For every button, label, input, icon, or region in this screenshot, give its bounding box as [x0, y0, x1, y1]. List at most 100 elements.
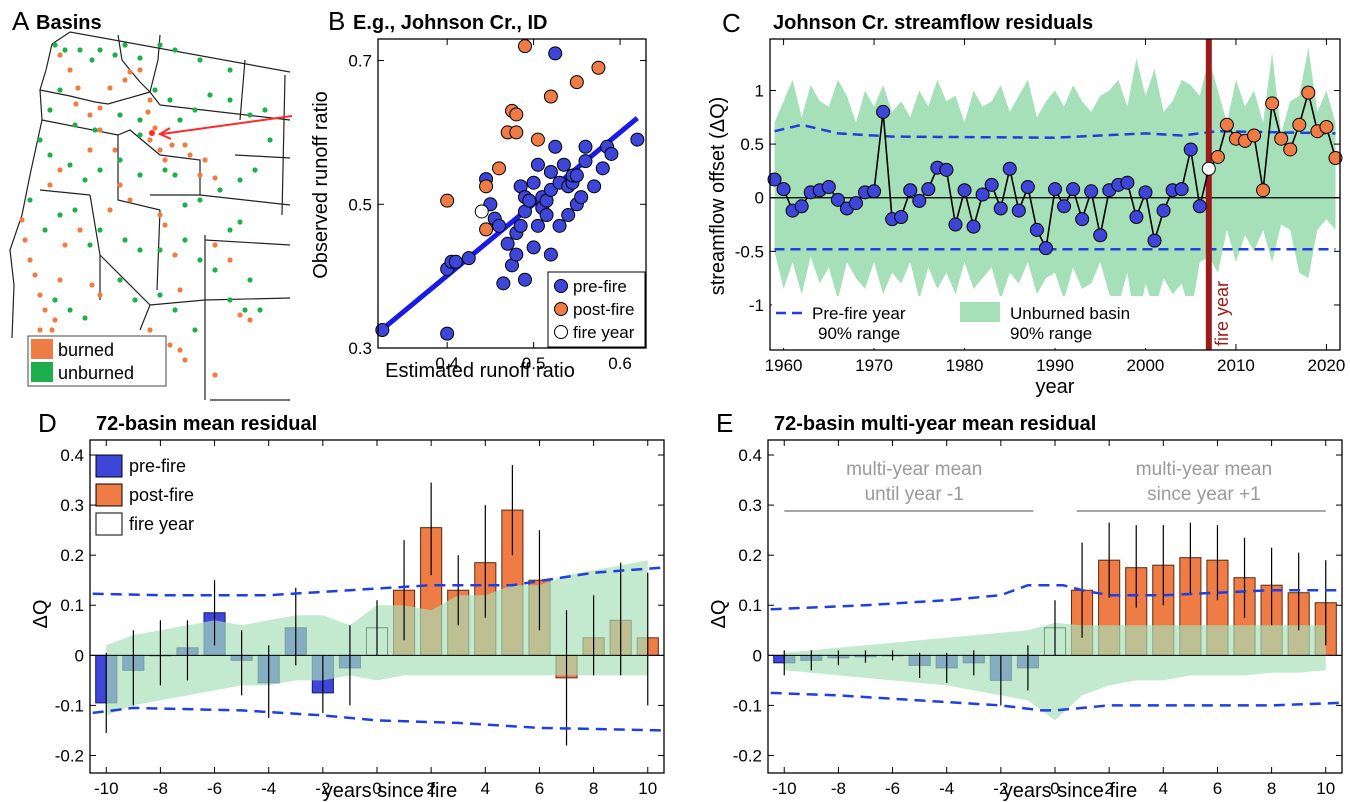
- panel-c-ytick-label: 0.5: [740, 135, 764, 154]
- unburned-basin-dot: [137, 172, 143, 178]
- panel-e: E 72-basin multi-year mean residual -10-…: [708, 408, 1343, 802]
- scatter-point-pre-fire: [578, 139, 593, 154]
- residual-point: [1084, 184, 1099, 199]
- burned-basin-dot: [172, 252, 178, 258]
- burned-basin-dot: [22, 237, 28, 243]
- panel-e-xtick-label: 4: [1159, 779, 1168, 798]
- panel-e-title: 72-basin multi-year mean residual: [774, 413, 1096, 435]
- panel-b-legend-marker: [554, 279, 568, 293]
- unburned-basin-dot: [27, 197, 33, 203]
- basin-dots: [19, 42, 273, 378]
- scatter-point-pre-fire: [548, 139, 563, 154]
- unburned-basin-dot: [192, 107, 198, 113]
- unburned-basin-dot: [77, 47, 83, 53]
- panel-b: B E.g., Johnson Cr., ID 0.4 0.5 0.60.30.50…: [310, 6, 647, 382]
- residual-point: [1002, 161, 1017, 176]
- unburned-basin-dot: [172, 307, 178, 313]
- panel-b-ytick-label: 0.5: [348, 195, 372, 214]
- residual-point: [767, 172, 782, 187]
- unburned-basin-dot: [217, 187, 223, 193]
- panel-b-legend-marker: [554, 325, 568, 339]
- map-border: [117, 135, 161, 211]
- residual-point: [1075, 212, 1090, 227]
- panel-d-xtick-label: -2: [315, 779, 330, 798]
- map-border: [51, 31, 291, 73]
- unburned-basin-dot: [97, 227, 103, 233]
- burned-basin-dot: [162, 222, 168, 228]
- burned-basin-dot: [89, 282, 95, 288]
- panel-d-legend-swatch: [95, 483, 123, 507]
- map-border: [149, 297, 291, 306]
- panel-e-xtick-label: -2: [993, 779, 1008, 798]
- residual-point: [1066, 182, 1081, 197]
- panel-b-ytick-label: 0.3: [348, 339, 372, 358]
- map-border: [204, 239, 291, 246]
- panel-e-ytick-label: 0.1: [738, 596, 762, 615]
- scatter-point-pre-fire: [461, 251, 476, 266]
- panel-e-xtick-label: 6: [1213, 779, 1222, 798]
- scatter-point-post-fire: [509, 125, 524, 140]
- panel-e-plot: -10 -8 -6 -4 -2 0 2 4 6 8 10 -0.2 -0.1 0 0.1 0.2 0.3 0.4 m…: [733, 439, 1343, 798]
- burned-basin-dot: [75, 85, 81, 91]
- panel-b-plot: 0.4 0.5 0.6 0.3 0.5 0.7 pre-fire post-fire fire …: [348, 38, 647, 373]
- panel-e-ytick-label: 0: [753, 646, 762, 665]
- unburned-basin-dot: [247, 277, 253, 283]
- panel-e-xtick-label: -8: [831, 779, 846, 798]
- residual-point: [1319, 119, 1334, 134]
- scatter-point-pre-fire: [375, 323, 390, 338]
- residual-point: [921, 182, 936, 197]
- panel-e-xtick-label: -6: [885, 779, 900, 798]
- panel-b-xtick-label: 0.5: [522, 354, 546, 373]
- burned-basin-dot: [97, 105, 103, 111]
- panel-e-prefire-upper: [770, 583, 1340, 611]
- panel-b-frame: [377, 38, 647, 349]
- burned-basin-dot: [212, 175, 218, 181]
- scatter-point-pre-fire: [496, 276, 511, 291]
- residual-point: [1174, 182, 1189, 197]
- residual-point: [894, 210, 909, 225]
- map-border: [149, 91, 161, 106]
- basin-map: [9, 31, 291, 401]
- unburned-basin-dot: [262, 107, 268, 113]
- burned-basin-dot: [247, 317, 253, 323]
- panel-c-plot: fire year 1960 1970 1980 1990 2000 2010 2020 -1 -…: [735, 38, 1345, 375]
- residual-point: [1210, 149, 1225, 164]
- scatter-point-pre-fire: [543, 164, 558, 179]
- burned-basin-dot: [187, 152, 193, 158]
- residual-point: [948, 217, 963, 232]
- unburned-basin-dot: [177, 117, 183, 123]
- unburned-basin-dot: [197, 57, 203, 63]
- residual-point: [966, 219, 981, 234]
- scatter-point-post-fire: [591, 60, 606, 75]
- panel-d-ytick-label: 0.4: [60, 446, 84, 465]
- residual-point: [1283, 142, 1298, 157]
- scatter-point-pre-fire: [548, 46, 563, 61]
- scatter-point-post-fire: [569, 75, 584, 90]
- panel-b-letter: B: [328, 6, 345, 36]
- unburned-basin-dot: [52, 297, 58, 303]
- residual-point: [957, 183, 972, 198]
- panel-c-ytick-label: -0.5: [735, 242, 764, 261]
- residual-point: [1093, 228, 1108, 243]
- panel-b-title: E.g., Johnson Cr., ID: [353, 12, 547, 34]
- pointer-arrowhead: [157, 127, 172, 140]
- panel-e-xtick-label: 2: [1104, 779, 1113, 798]
- scatter-point-pre-fire: [513, 218, 528, 233]
- residual-point: [776, 182, 791, 197]
- residual-point: [1020, 179, 1035, 194]
- unburned-basin-dot: [132, 297, 138, 303]
- unburned-basin-dot: [97, 47, 103, 53]
- unburned-basin-dot: [47, 107, 53, 113]
- scatter-point-post-fire: [509, 107, 524, 122]
- residual-point: [1274, 131, 1289, 146]
- panel-d-plot: -10 -8 -6 -4 -2 0 2 4 6 8 10 -0.2 -0.1 0 0.1 0.2 0.3 0.4 p…: [55, 439, 665, 798]
- panel-c-legend-sublabel: 90% range: [1010, 324, 1092, 343]
- panel-d-legend-swatch: [95, 454, 123, 478]
- unburned-basin-dot: [227, 297, 233, 303]
- panel-d-xtick-label: -8: [153, 779, 168, 798]
- panel-c-legend-label: Pre-fire year: [812, 304, 906, 323]
- map-border: [199, 194, 291, 206]
- unburned-basin-dot: [87, 242, 93, 248]
- unburned-basin-dot: [57, 212, 63, 218]
